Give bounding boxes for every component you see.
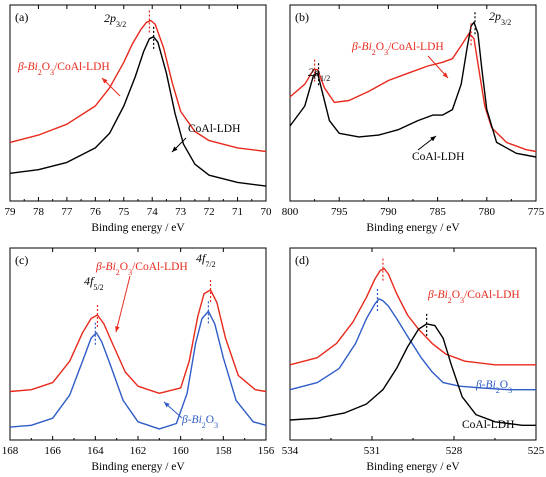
series-label-black: CoAl-LDH	[188, 123, 240, 135]
series-line-red	[9, 289, 267, 394]
peak-label: 4f5/2	[84, 274, 104, 292]
x-tick-label: 72	[204, 206, 215, 218]
x-axis-label: Binding energy / eV	[366, 461, 460, 473]
series-line-black	[289, 323, 536, 426]
arrow-head	[430, 136, 436, 142]
x-tick-label: 73	[175, 206, 187, 218]
x-tick-label: 785	[429, 206, 446, 218]
series-label-black: CoAl-LDH	[412, 151, 464, 163]
panel-c: 168 166 164 162 160 158 156 Binding energy / eV…	[2, 247, 275, 473]
x-tick-label: 525	[528, 445, 545, 457]
arrow-head	[115, 326, 120, 332]
x-tick-label: 775	[528, 206, 545, 218]
series-line-red	[289, 268, 536, 366]
series-label-blue: β-Bi2O3	[475, 379, 512, 395]
x-tick-label: 166	[44, 445, 61, 457]
x-tick-label: 162	[130, 445, 147, 457]
series-label-red: β-Bi2O3/CoAl-LDH	[351, 41, 444, 57]
peak-label: 2p3/2	[489, 9, 511, 27]
series-line-black	[289, 21, 537, 158]
series-line-black	[9, 36, 267, 187]
arrow-head	[102, 78, 108, 84]
x-axis-label: Binding energy / eV	[91, 461, 185, 473]
x-tick-label: 795	[331, 206, 348, 218]
x-tick-label: 528	[446, 445, 463, 457]
x-tick-label: 168	[2, 445, 19, 457]
panel-label: (d)	[295, 253, 309, 267]
x-tick-label: 77	[61, 206, 73, 218]
x-tick-label: 78	[33, 206, 45, 218]
series-label-blue: β-Bi2O3	[181, 414, 218, 430]
panel-label: (c)	[15, 253, 28, 267]
panel-a: 79 78 77 76 75 74 73 72 71 70 Binding energy / eV (…	[5, 4, 273, 234]
panel-b: 800 795 790 785 780 775 Binding energy / eV (b)…	[282, 4, 545, 234]
arrow-head	[164, 402, 170, 408]
panel-d: 534 531 528 525 Binding energy / eV (d) β-Bi2O…	[282, 247, 545, 473]
x-axis-label: Binding energy / eV	[91, 222, 185, 234]
x-tick-label: 75	[118, 206, 130, 218]
x-tick-label: 74	[147, 206, 159, 218]
x-tick-label: 534	[282, 445, 299, 457]
series-label-red: β-Bi2O3/CoAl-LDH	[17, 61, 110, 77]
peak-label: 2p1/2	[308, 65, 330, 83]
plot-frame	[289, 4, 537, 202]
panel-label: (b)	[295, 10, 309, 24]
x-tick-label: 531	[364, 445, 381, 457]
x-tick-label: 70	[261, 206, 273, 218]
panel-label: (a)	[15, 10, 28, 24]
x-tick-label: 71	[232, 206, 243, 218]
x-tick-label: 790	[380, 206, 397, 218]
x-tick-label: 160	[172, 445, 189, 457]
x-tick-label: 780	[479, 206, 496, 218]
x-tick-label: 156	[258, 445, 275, 457]
x-tick-label: 79	[5, 206, 17, 218]
x-tick-label: 800	[282, 206, 299, 218]
x-tick-label: 158	[215, 445, 232, 457]
series-line-blue	[289, 298, 536, 391]
arrow-head	[442, 72, 448, 78]
series-line-blue	[9, 310, 267, 430]
x-axis-label: Binding energy / eV	[366, 222, 460, 234]
peak-label: 4f7/2	[196, 251, 216, 269]
series-label-red: β-Bi2O3/CoAl-LDH	[95, 261, 188, 277]
x-tick-label: 164	[87, 445, 104, 457]
pointer-arrow	[115, 275, 131, 333]
series-label-black: CoAl-LDH	[462, 419, 514, 431]
series-label-red: β-Bi2O3/CoAl-LDH	[427, 289, 520, 305]
arrow-head	[172, 146, 178, 152]
series-line-red	[9, 19, 267, 153]
peak-label: 2p3/2	[104, 11, 126, 29]
x-tick-label: 76	[90, 206, 102, 218]
